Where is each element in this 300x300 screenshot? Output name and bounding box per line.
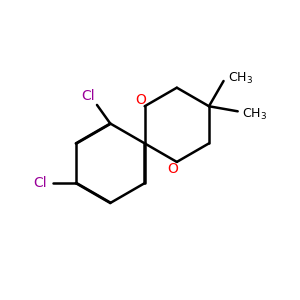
Text: CH$_3$: CH$_3$ — [227, 71, 253, 86]
Text: CH$_3$: CH$_3$ — [242, 106, 267, 122]
Text: Cl: Cl — [81, 88, 94, 103]
Text: O: O — [135, 93, 146, 106]
Text: O: O — [167, 162, 178, 176]
Text: Cl: Cl — [33, 176, 47, 190]
